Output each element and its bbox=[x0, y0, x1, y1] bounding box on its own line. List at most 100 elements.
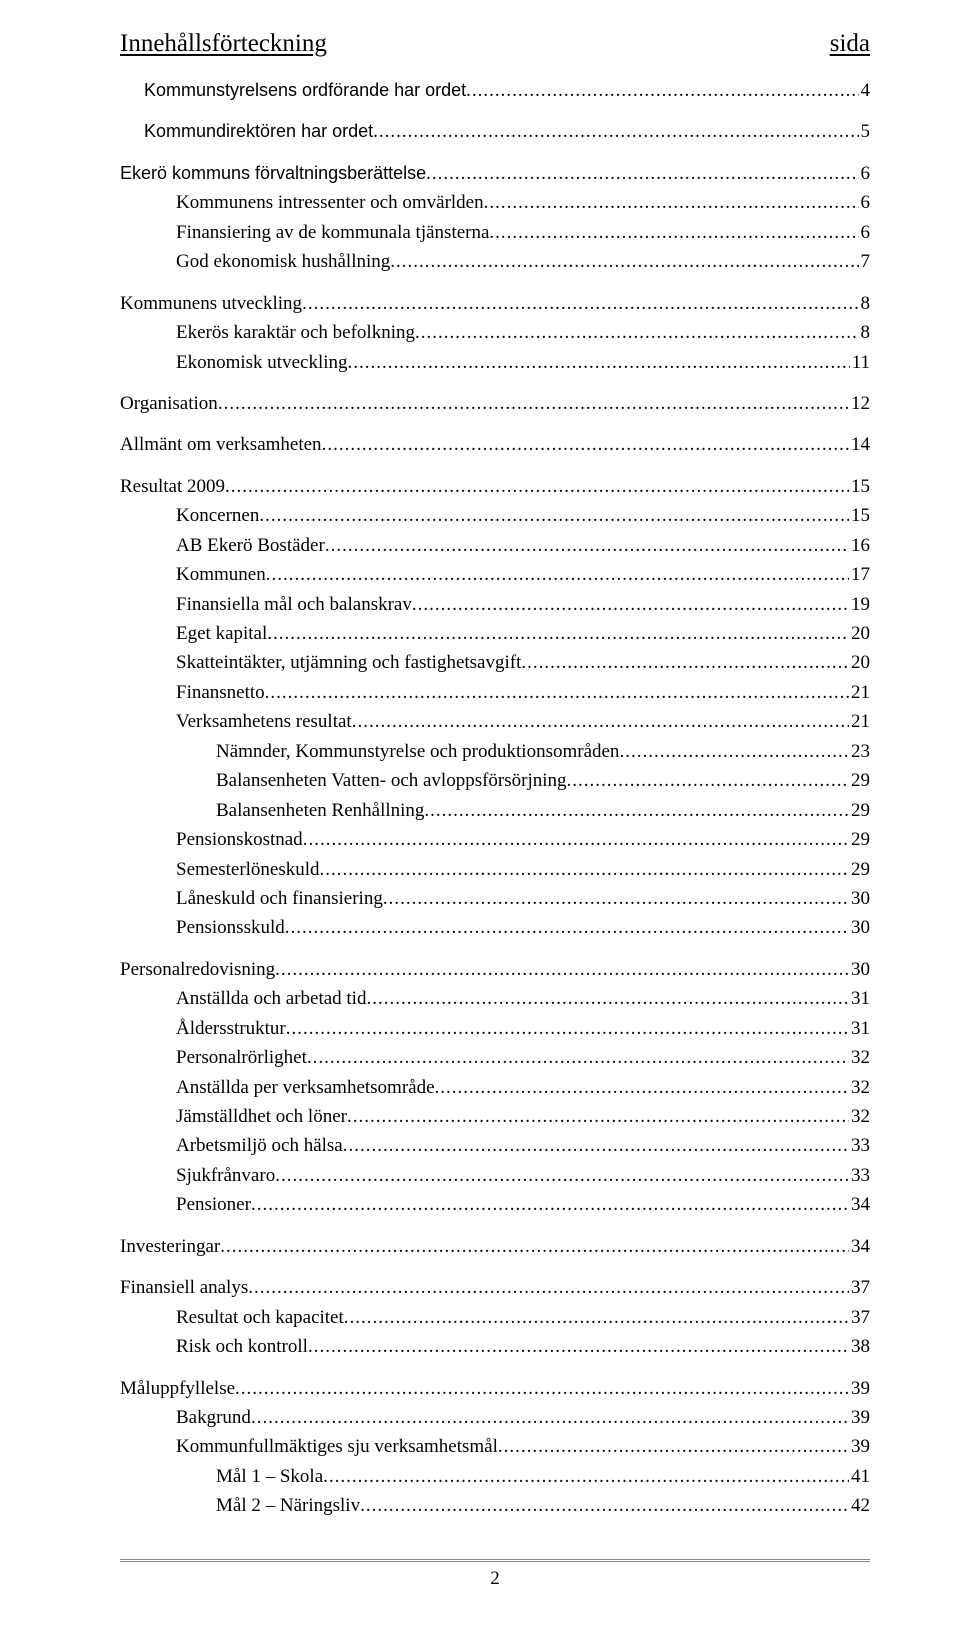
toc-entry: Åldersstruktur 31 bbox=[120, 1014, 870, 1043]
toc-page: 6 bbox=[859, 159, 871, 188]
toc-leader-dots bbox=[348, 348, 850, 377]
toc-label: Allmänt om verksamheten bbox=[120, 430, 322, 459]
toc-leader-dots bbox=[322, 430, 849, 459]
toc-leader-dots bbox=[426, 159, 858, 188]
toc-label: Ekonomisk utveckling bbox=[176, 348, 348, 377]
toc-leader-dots bbox=[251, 1403, 849, 1432]
toc-page: 21 bbox=[849, 707, 870, 736]
table-of-contents: Kommunstyrelsens ordförande har ordet 4K… bbox=[120, 76, 870, 1521]
toc-label: Åldersstruktur bbox=[176, 1014, 286, 1043]
toc-label: Pensionskostnad bbox=[176, 825, 303, 854]
toc-entry: Ekerös karaktär och befolkning 8 bbox=[120, 318, 870, 347]
toc-page: 29 bbox=[849, 796, 870, 825]
toc-leader-dots bbox=[308, 1332, 849, 1361]
toc-entry: Pensionsskuld 30 bbox=[120, 913, 870, 942]
toc-page: 31 bbox=[849, 1014, 870, 1043]
toc-label: Låneskuld och finansiering bbox=[176, 884, 383, 913]
toc-leader-dots bbox=[344, 1303, 849, 1332]
toc-entry: Finansiella mål och balanskrav 19 bbox=[120, 590, 870, 619]
toc-entry: Organisation 12 bbox=[120, 389, 870, 418]
toc-label: Ekerös karaktär och befolkning bbox=[176, 318, 415, 347]
toc-label: Kommunfullmäktiges sju verksamhetsmål bbox=[176, 1432, 498, 1461]
page-footer: 2 bbox=[120, 1559, 870, 1590]
toc-leader-dots bbox=[415, 318, 859, 347]
toc-leader-dots bbox=[275, 955, 849, 984]
toc-page: 39 bbox=[849, 1374, 870, 1403]
toc-page: 7 bbox=[859, 247, 871, 276]
toc-entry: Kommunens intressenter och omvärlden 6 bbox=[120, 188, 870, 217]
toc-entry: Investeringar 34 bbox=[120, 1232, 870, 1261]
page-number: 2 bbox=[490, 1568, 500, 1589]
toc-page: 29 bbox=[849, 766, 870, 795]
toc-label: Sjukfrånvaro bbox=[176, 1161, 275, 1190]
toc-label: Kommundirektören har ordet bbox=[144, 118, 373, 146]
toc-leader-dots bbox=[466, 76, 858, 105]
toc-entry: Kommunens utveckling 8 bbox=[120, 289, 870, 318]
toc-entry: Verksamhetens resultat 21 bbox=[120, 707, 870, 736]
toc-leader-dots bbox=[347, 1102, 849, 1131]
toc-leader-dots bbox=[366, 984, 849, 1013]
toc-page: 39 bbox=[849, 1432, 870, 1461]
toc-label: God ekonomisk hushållning bbox=[176, 247, 390, 276]
toc-label: Ekerö kommuns förvaltningsberättelse bbox=[120, 160, 426, 188]
toc-page: 11 bbox=[850, 348, 870, 377]
toc-label: Anställda per verksamhetsområde bbox=[176, 1073, 435, 1102]
toc-label: Finansiell analys bbox=[120, 1273, 248, 1302]
toc-entry: Resultat och kapacitet 37 bbox=[120, 1303, 870, 1332]
toc-entry: Finansiering av de kommunala tjänsterna … bbox=[120, 218, 870, 247]
toc-entry: God ekonomisk hushållning 7 bbox=[120, 247, 870, 276]
toc-label: Nämnder, Kommunstyrelse och produktionso… bbox=[216, 737, 619, 766]
toc-leader-dots bbox=[267, 619, 849, 648]
toc-entry: Personalrörlighet 32 bbox=[120, 1043, 870, 1072]
toc-label: Koncernen bbox=[176, 501, 259, 530]
toc-page: 37 bbox=[849, 1303, 870, 1332]
toc-label: Pensionsskuld bbox=[176, 913, 285, 942]
toc-entry: Risk och kontroll 38 bbox=[120, 1332, 870, 1361]
toc-entry: Koncernen 15 bbox=[120, 501, 870, 530]
toc-page: 33 bbox=[849, 1161, 870, 1190]
toc-label: Kommunens utveckling bbox=[120, 289, 302, 318]
toc-entry: Semesterlöneskuld 29 bbox=[120, 855, 870, 884]
toc-page: 8 bbox=[859, 318, 871, 347]
toc-page: 33 bbox=[849, 1131, 870, 1160]
toc-entry: Personalredovisning 30 bbox=[120, 955, 870, 984]
toc-entry: Finansiell analys 37 bbox=[120, 1273, 870, 1302]
toc-label: Risk och kontroll bbox=[176, 1332, 308, 1361]
toc-label: Jämställdhet och löner bbox=[176, 1102, 347, 1131]
toc-page: 29 bbox=[849, 855, 870, 884]
toc-leader-dots bbox=[275, 1161, 849, 1190]
toc-entry: Kommundirektören har ordet 5 bbox=[120, 117, 870, 146]
toc-leader-dots bbox=[424, 796, 849, 825]
toc-label: Pensioner bbox=[176, 1190, 251, 1219]
toc-leader-dots bbox=[373, 117, 858, 146]
toc-page: 37 bbox=[849, 1273, 870, 1302]
toc-page: 20 bbox=[849, 648, 870, 677]
toc-page: 23 bbox=[849, 737, 870, 766]
toc-label: Kommunens intressenter och omvärlden bbox=[176, 188, 484, 217]
toc-entry: Kommunen 17 bbox=[120, 560, 870, 589]
toc-label: Mål 1 – Skola bbox=[216, 1462, 323, 1491]
toc-page: 15 bbox=[849, 501, 870, 530]
toc-leader-dots bbox=[248, 1273, 849, 1302]
toc-leader-dots bbox=[412, 590, 849, 619]
toc-page: 19 bbox=[849, 590, 870, 619]
toc-label: Personalredovisning bbox=[120, 955, 275, 984]
toc-entry: Mål 1 – Skola 41 bbox=[120, 1462, 870, 1491]
toc-leader-dots bbox=[307, 1043, 849, 1072]
toc-label: Eget kapital bbox=[176, 619, 267, 648]
toc-leader-dots bbox=[567, 766, 849, 795]
toc-entry: Anställda per verksamhetsområde 32 bbox=[120, 1073, 870, 1102]
toc-label: Kommunen bbox=[176, 560, 266, 589]
toc-label: Organisation bbox=[120, 389, 218, 418]
toc-label: Anställda och arbetad tid bbox=[176, 984, 366, 1013]
toc-page: 21 bbox=[849, 678, 870, 707]
toc-leader-dots bbox=[225, 472, 849, 501]
toc-label: Mål 2 – Näringsliv bbox=[216, 1491, 360, 1520]
toc-leader-dots bbox=[360, 1491, 849, 1520]
toc-leader-dots bbox=[435, 1073, 849, 1102]
toc-label: Resultat 2009 bbox=[120, 472, 225, 501]
toc-page: 34 bbox=[849, 1232, 870, 1261]
toc-entry: Eget kapital 20 bbox=[120, 619, 870, 648]
toc-page: 31 bbox=[849, 984, 870, 1013]
toc-leader-dots bbox=[220, 1232, 849, 1261]
